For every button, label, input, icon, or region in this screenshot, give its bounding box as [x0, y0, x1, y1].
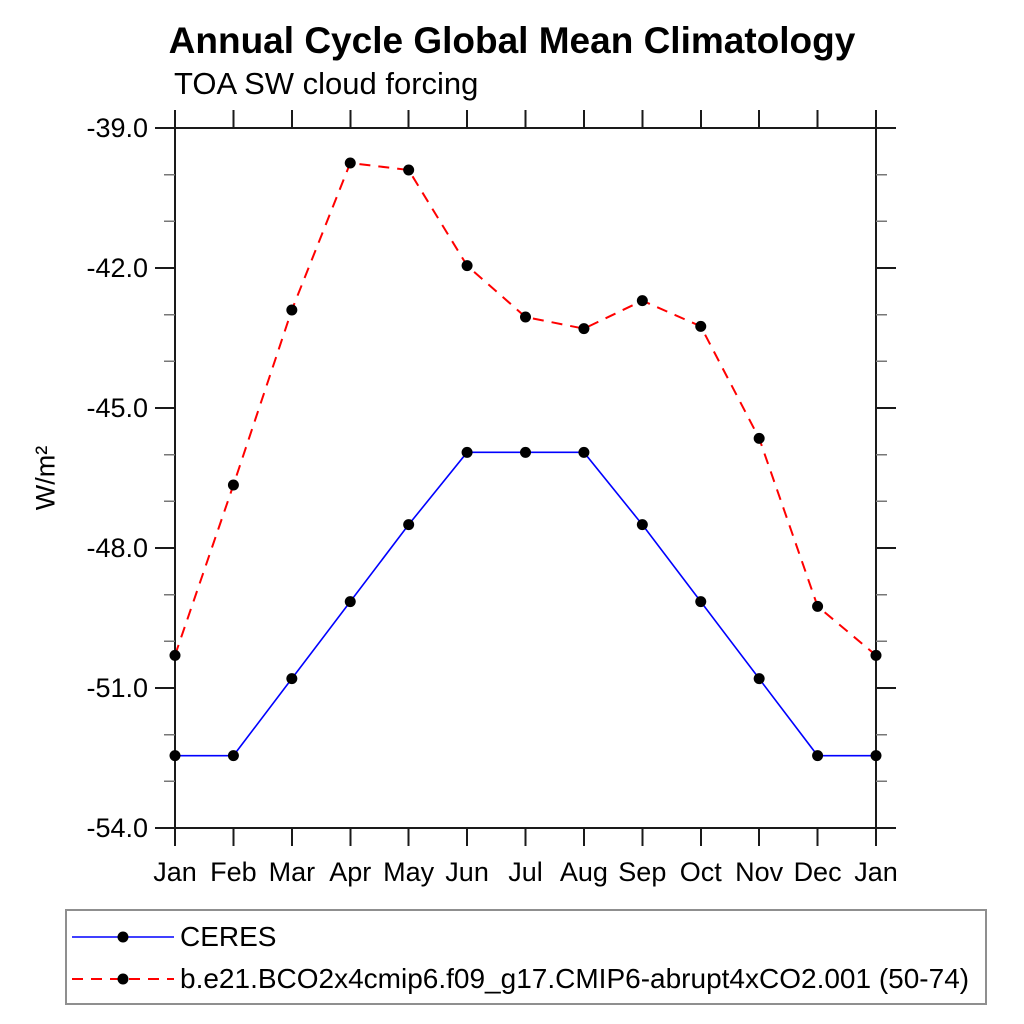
x-tick-label: Dec — [794, 857, 842, 887]
x-tick-label: Oct — [680, 857, 723, 887]
data-point-marker — [578, 446, 590, 458]
axes — [155, 110, 896, 846]
data-point-marker — [461, 260, 473, 272]
data-point-marker — [520, 311, 531, 323]
x-tick-label: Jan — [153, 857, 197, 887]
x-tick-label: Sep — [618, 857, 666, 887]
x-tick-label: Apr — [329, 857, 371, 887]
data-point-marker — [753, 673, 765, 685]
axis-tick-labels: Jan Feb Mar Apr May Jun Jul Aug Sep Oct Nov Dec Jan-… — [86, 113, 897, 887]
data-point-marker — [169, 750, 181, 762]
data-point-marker — [520, 446, 531, 458]
data-point-marker — [344, 157, 356, 169]
y-tick-label: -54.0 — [86, 813, 148, 843]
data-point-marker — [461, 446, 473, 458]
legend-entry-model: b.e21.BCO2x4cmip6.f09_g17.CMIP6-abrupt4x… — [70, 963, 970, 994]
chart-subtitle: TOA SW cloud forcing — [174, 66, 479, 101]
x-tick-label: Feb — [210, 857, 257, 887]
data-point-marker — [227, 479, 239, 491]
data-point-marker — [403, 519, 415, 531]
y-tick-label: -48.0 — [86, 533, 148, 563]
y-tick-label: -42.0 — [86, 253, 148, 283]
data-point-marker — [870, 750, 882, 762]
x-tick-label: Nov — [735, 857, 784, 887]
legend-solid-line-sample — [72, 931, 174, 943]
data-point-marker — [578, 323, 590, 335]
data-point-marker — [753, 432, 765, 444]
plot-frame — [174, 127, 877, 829]
data-point-marker — [870, 649, 882, 661]
data-point-marker — [636, 519, 648, 531]
y-tick-label: -39.0 — [86, 113, 148, 143]
data-point-marker — [403, 164, 415, 176]
legend-dashed-line-sample — [72, 973, 174, 985]
series-line — [175, 451, 876, 757]
chart-title: Annual Cycle Global Mean Climatology — [168, 20, 856, 61]
data-point-marker — [812, 600, 824, 612]
data-point-marker — [286, 304, 298, 316]
y-tick-label: -51.0 — [86, 673, 148, 703]
x-tick-label: May — [383, 857, 435, 887]
x-tick-label: Jan — [854, 857, 898, 887]
series-ceres — [169, 446, 882, 762]
x-tick-label: Jun — [445, 857, 489, 887]
data-point-marker — [169, 649, 181, 661]
data-point-marker — [695, 320, 707, 332]
x-tick-label: Aug — [560, 857, 608, 887]
legend-label-model: b.e21.BCO2x4cmip6.f09_g17.CMIP6-abrupt4x… — [180, 963, 970, 994]
legend-entry-ceres: CERES — [70, 921, 277, 952]
x-tick-label: Jul — [508, 857, 543, 887]
data-point-marker — [636, 295, 648, 307]
series-line — [174, 161, 877, 657]
legend: CERES b.e21.BCO2x4cmip6.f09_g17.CMIP6-ab… — [65, 909, 987, 1005]
y-minor-ticks — [164, 174, 887, 782]
data-point-marker — [344, 596, 356, 608]
data-point-marker — [286, 673, 298, 685]
plot-area: Jan Feb Mar Apr May Jun Jul Aug Sep Oct Nov Dec Jan-… — [86, 110, 898, 887]
data-point-marker — [812, 750, 824, 762]
data-point-marker — [695, 596, 707, 608]
data-point-marker — [227, 750, 239, 762]
series-model — [169, 157, 882, 661]
y-tick-label: -45.0 — [86, 393, 148, 423]
x-tick-label: Mar — [269, 857, 316, 887]
legend-label-ceres: CERES — [180, 921, 277, 952]
